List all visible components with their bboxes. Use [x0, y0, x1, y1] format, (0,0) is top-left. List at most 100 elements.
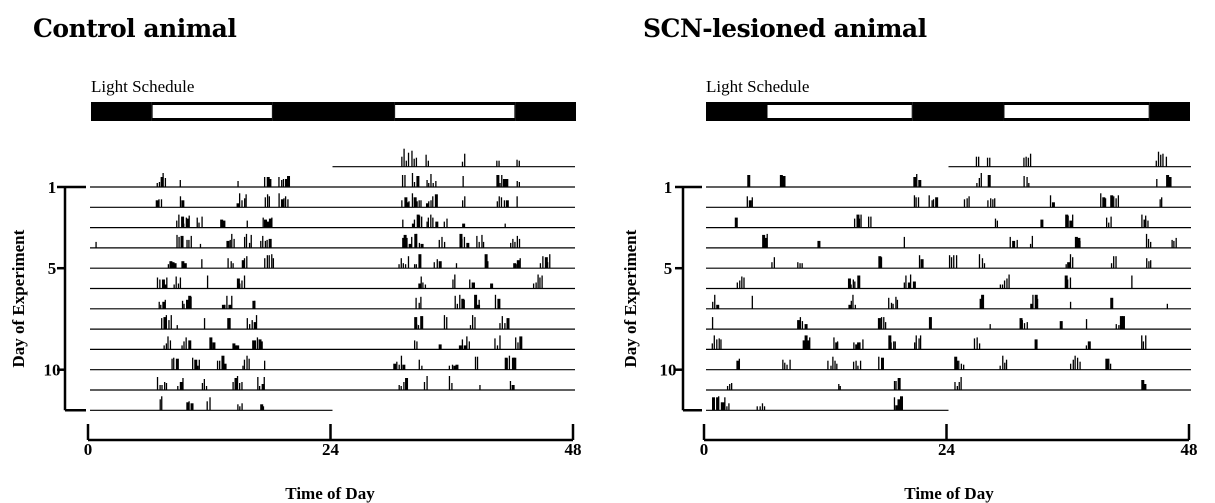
activity-mark [546, 262, 549, 269]
activity-mark [459, 294, 461, 309]
y-tick-label: 10 [44, 361, 61, 380]
activity-mark [854, 304, 857, 309]
activity-mark [852, 294, 854, 309]
activity-mark [163, 317, 167, 330]
activity-mark [496, 175, 500, 187]
panel-title-scn-lesioned: SCN-lesioned animal [643, 14, 927, 43]
activity-mark [994, 198, 996, 208]
activity-mark [509, 381, 512, 390]
activity-mark [1023, 176, 1025, 187]
activity-mark [857, 275, 861, 289]
activity-mark [1110, 297, 1114, 309]
x-axis-label: Time of Day [285, 484, 375, 503]
activity-mark [1148, 261, 1150, 269]
x-tick-label: 48 [1181, 440, 1198, 459]
activity-mark [1102, 197, 1106, 208]
activity-mark [398, 264, 400, 269]
activity-mark [903, 236, 905, 248]
activity-mark [435, 221, 439, 228]
activity-mark [928, 195, 930, 208]
activity-mark [414, 317, 418, 330]
activity-mark [981, 294, 985, 309]
activity-mark [517, 342, 519, 350]
activity-mark [1079, 361, 1081, 370]
activity-mark [734, 217, 738, 228]
activity-mark [255, 315, 258, 330]
activity-mark [954, 382, 956, 390]
activity-mark [160, 304, 162, 309]
activity-mark [877, 318, 881, 330]
activity-mark [855, 360, 857, 370]
activity-mark [285, 179, 289, 187]
activity-mark [478, 241, 480, 248]
activity-mark [763, 406, 766, 411]
activity-mark [542, 256, 544, 269]
activity-mark [170, 315, 172, 330]
activity-mark [158, 182, 161, 187]
activity-mark [264, 258, 266, 269]
activity-mark [1029, 243, 1032, 248]
activity-mark [1143, 384, 1147, 390]
activity-mark [1016, 239, 1018, 248]
activity-mark [163, 345, 165, 350]
activity-mark [393, 363, 397, 370]
activity-mark [496, 345, 499, 350]
activity-mark [834, 360, 836, 370]
activity-mark [1072, 257, 1074, 269]
activity-mark [892, 303, 894, 309]
activity-mark [428, 201, 430, 208]
activity-mark [201, 259, 203, 269]
activity-mark [236, 278, 240, 289]
activity-mark [222, 220, 226, 228]
activity-mark [459, 233, 463, 248]
activity-mark [549, 254, 551, 269]
activity-mark [847, 278, 851, 289]
activity-mark [966, 198, 968, 208]
activity-mark [720, 339, 722, 350]
activity-mark [1059, 321, 1063, 330]
activity-mark [506, 318, 510, 330]
activity-mark [958, 382, 960, 390]
activity-mark [786, 364, 788, 370]
activity-mark [462, 176, 464, 187]
activity-mark [201, 383, 204, 390]
activity-mark [919, 335, 922, 350]
activity-mark [1002, 355, 1004, 370]
activity-mark [260, 404, 264, 411]
activity-mark [162, 301, 166, 309]
activity-mark [425, 203, 429, 208]
light-schedule-light-segment [767, 105, 912, 118]
activity-mark [258, 386, 261, 390]
activity-mark [237, 181, 239, 187]
activity-mark [411, 223, 415, 228]
activity-mark [994, 218, 997, 228]
activity-mark [1076, 357, 1079, 370]
activity-mark [747, 175, 751, 187]
activity-mark [978, 156, 980, 167]
activity-mark [248, 242, 251, 248]
activity-mark [996, 220, 999, 228]
activity-mark [243, 258, 246, 269]
activity-mark [883, 317, 885, 330]
activity-mark [411, 150, 413, 167]
activity-mark [958, 360, 960, 370]
activity-mark [513, 357, 517, 370]
activity-mark [428, 183, 430, 187]
activity-mark [918, 338, 920, 350]
activity-mark [878, 356, 880, 370]
activity-mark [404, 175, 406, 187]
activity-mark [220, 219, 224, 228]
activity-mark [976, 183, 978, 187]
activity-mark [173, 263, 177, 269]
activity-mark [242, 365, 244, 370]
activity-mark [268, 196, 270, 208]
activity-mark [413, 197, 417, 208]
activity-mark [1051, 202, 1055, 208]
activity-mark [162, 173, 164, 187]
activity-mark [159, 279, 161, 289]
activity-mark [539, 277, 541, 289]
activity-mark [857, 342, 861, 350]
activity-mark [987, 200, 989, 208]
activity-mark [893, 381, 896, 390]
activity-mark [407, 256, 410, 269]
